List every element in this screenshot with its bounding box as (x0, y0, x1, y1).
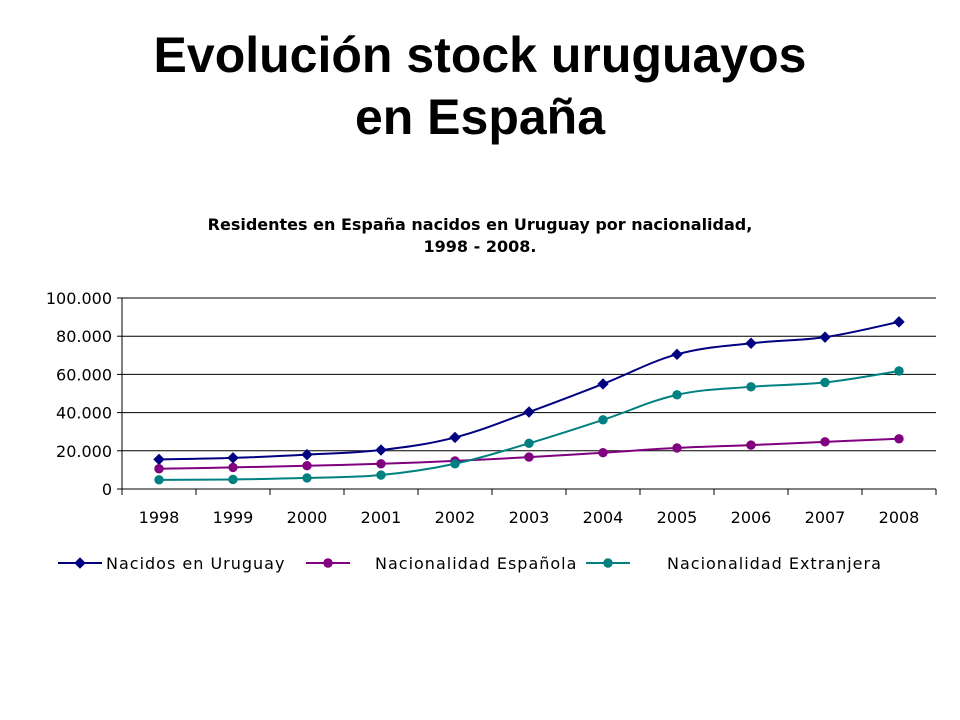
data-point (302, 460, 312, 471)
data-point (524, 452, 534, 462)
series-group (153, 316, 905, 485)
data-point (598, 415, 608, 425)
x-tick-label: 2000 (287, 508, 328, 527)
x-tick-label: 2003 (509, 508, 550, 527)
y-tick-label: 80.000 (56, 327, 112, 346)
chart-subtitle: 1998 - 2008. (423, 237, 537, 256)
y-axis-ticks: 0 20.000 40.000 60.000 80.000 100.000 (46, 289, 122, 499)
data-point (894, 366, 904, 376)
data-point (893, 316, 905, 328)
data-point (746, 382, 756, 392)
data-point (227, 452, 239, 464)
data-point (672, 390, 682, 400)
slide-title-line1: Evolución stock uruguayos (153, 27, 807, 83)
y-tick-label: 60.000 (56, 365, 112, 384)
data-point (376, 470, 386, 480)
x-tick-label: 2001 (361, 508, 402, 527)
legend-marker (74, 557, 86, 569)
x-tick-label: 2007 (805, 508, 846, 527)
chart-title: Residentes en España nacidos en Uruguay … (120, 214, 840, 258)
series-nacidos-en-uruguay (153, 316, 905, 466)
series-line (158, 369, 900, 481)
data-point (745, 337, 757, 349)
slide-title-line2: en España (354, 89, 606, 145)
axes (121, 298, 936, 490)
x-tick-label: 2002 (435, 508, 476, 527)
legend-marker (603, 558, 613, 568)
data-point (450, 459, 460, 469)
data-point (894, 434, 904, 444)
chart-title-line1: Residentes en España nacidos en Uruguay … (207, 215, 753, 234)
data-point (523, 406, 535, 418)
x-tick-label: 2004 (583, 508, 624, 527)
x-tick-label: 2008 (879, 508, 920, 527)
gridlines (122, 297, 936, 452)
y-tick-label: 100.000 (46, 289, 112, 308)
data-point (819, 331, 831, 343)
y-tick-label: 40.000 (56, 404, 112, 423)
series-nacionalidad-extranjera (154, 366, 904, 485)
series-nacionalidad-espanola (154, 434, 904, 474)
legend-label: Nacidos en Uruguay (106, 554, 285, 573)
data-point (153, 453, 165, 466)
data-point (671, 348, 683, 361)
data-point (449, 431, 461, 444)
data-point (672, 443, 682, 453)
data-point (154, 475, 164, 485)
legend-item-nacionalidad-extranjera: Nacionalidad Extranjera (586, 554, 882, 573)
legend-label: Nacionalidad Extranjera (667, 554, 882, 573)
data-point (376, 459, 386, 469)
legend-item-nacidos-en-uruguay: Nacidos en Uruguay (58, 554, 285, 573)
y-tick-label: 0 (102, 480, 112, 499)
data-point (154, 464, 164, 474)
legend: Nacidos en Uruguay Nacionalidad Española N… (58, 554, 882, 573)
x-tick-label: 2006 (731, 508, 772, 527)
slide-title: Evolución stock uruguayos en España (0, 24, 960, 148)
data-point (228, 462, 238, 473)
x-tick-label: 1999 (213, 508, 254, 527)
data-point (820, 437, 830, 447)
x-axis-ticks: 1998 1999 2000 2001 2002 2003 2004 2005 2006 2007… (121, 489, 937, 527)
legend-marker (323, 558, 333, 568)
data-point (524, 438, 534, 449)
data-point (375, 444, 387, 456)
y-tick-label: 20.000 (56, 442, 112, 461)
data-point (820, 377, 830, 388)
data-point (228, 474, 238, 485)
legend-item-nacionalidad-espanola: Nacionalidad Española (306, 554, 577, 573)
data-point (746, 440, 756, 450)
data-point (598, 448, 608, 458)
data-point (597, 378, 609, 390)
legend-label: Nacionalidad Española (375, 554, 577, 573)
data-point (302, 473, 312, 483)
data-point (301, 448, 313, 461)
x-tick-label: 1998 (139, 508, 180, 527)
x-tick-label: 2005 (657, 508, 698, 527)
